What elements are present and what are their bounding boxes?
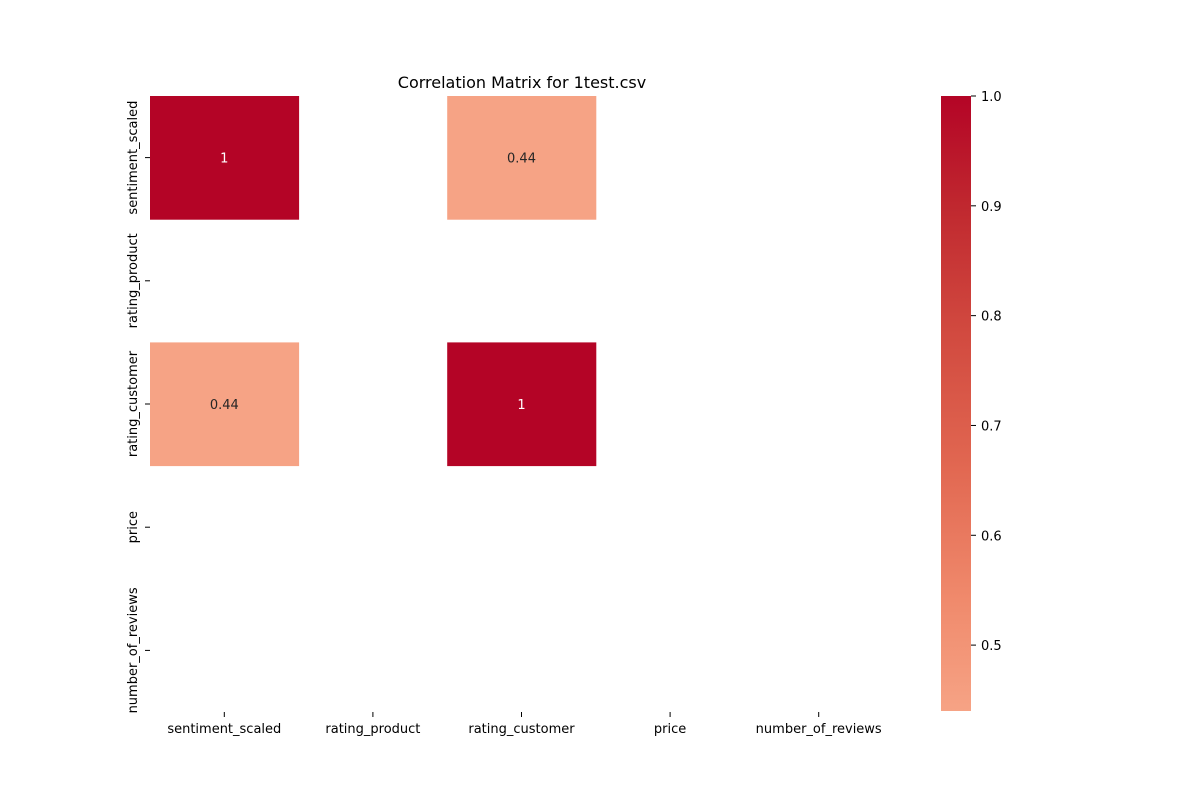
heatmap-cell [447,96,597,220]
heatmap-annotations: 1 0.44 0.44 1 [210,152,536,413]
y-tick-label: rating_customer [126,350,141,457]
cell-annotation: 1 [517,398,525,413]
y-axis: sentiment_scaled rating_product rating_cus… [126,101,150,713]
y-tick-label: price [126,511,141,543]
colorbar-tick-label: 0.9 [981,200,1002,215]
chart-title: Correlation Matrix for 1test.csv [398,73,646,92]
colorbar: 0.5 0.6 0.7 0.8 0.9 1.0 [941,90,1002,711]
heatmap-cell [150,342,300,467]
y-tick-label: number_of_reviews [126,587,141,713]
colorbar-tick-label: 0.6 [981,529,1002,544]
colorbar-ticks: 0.5 0.6 0.7 0.8 0.9 1.0 [971,90,1002,654]
colorbar-gradient [941,96,971,711]
x-tick-label: rating_product [325,722,420,737]
y-tick-label: sentiment_scaled [126,101,141,215]
colorbar-tick-label: 1.0 [981,90,1002,105]
x-tick-label: price [654,722,686,737]
colorbar-tick-label: 0.8 [981,310,1002,325]
y-tick-label: rating_product [126,233,141,328]
cell-annotation: 1 [220,152,228,167]
x-tick-label: number_of_reviews [756,722,882,737]
heatmap-cell [150,96,300,220]
x-tick-label: sentiment_scaled [167,722,281,737]
heatmap-cell [447,342,597,467]
x-axis: sentiment_scaled rating_product rating_cus… [167,712,882,737]
cell-annotation: 0.44 [507,152,536,167]
colorbar-tick-label: 0.5 [981,639,1002,654]
colorbar-tick-label: 0.7 [981,419,1002,434]
cell-annotation: 0.44 [210,398,239,413]
heatmap-cells [150,96,597,467]
x-tick-label: rating_customer [468,722,575,737]
